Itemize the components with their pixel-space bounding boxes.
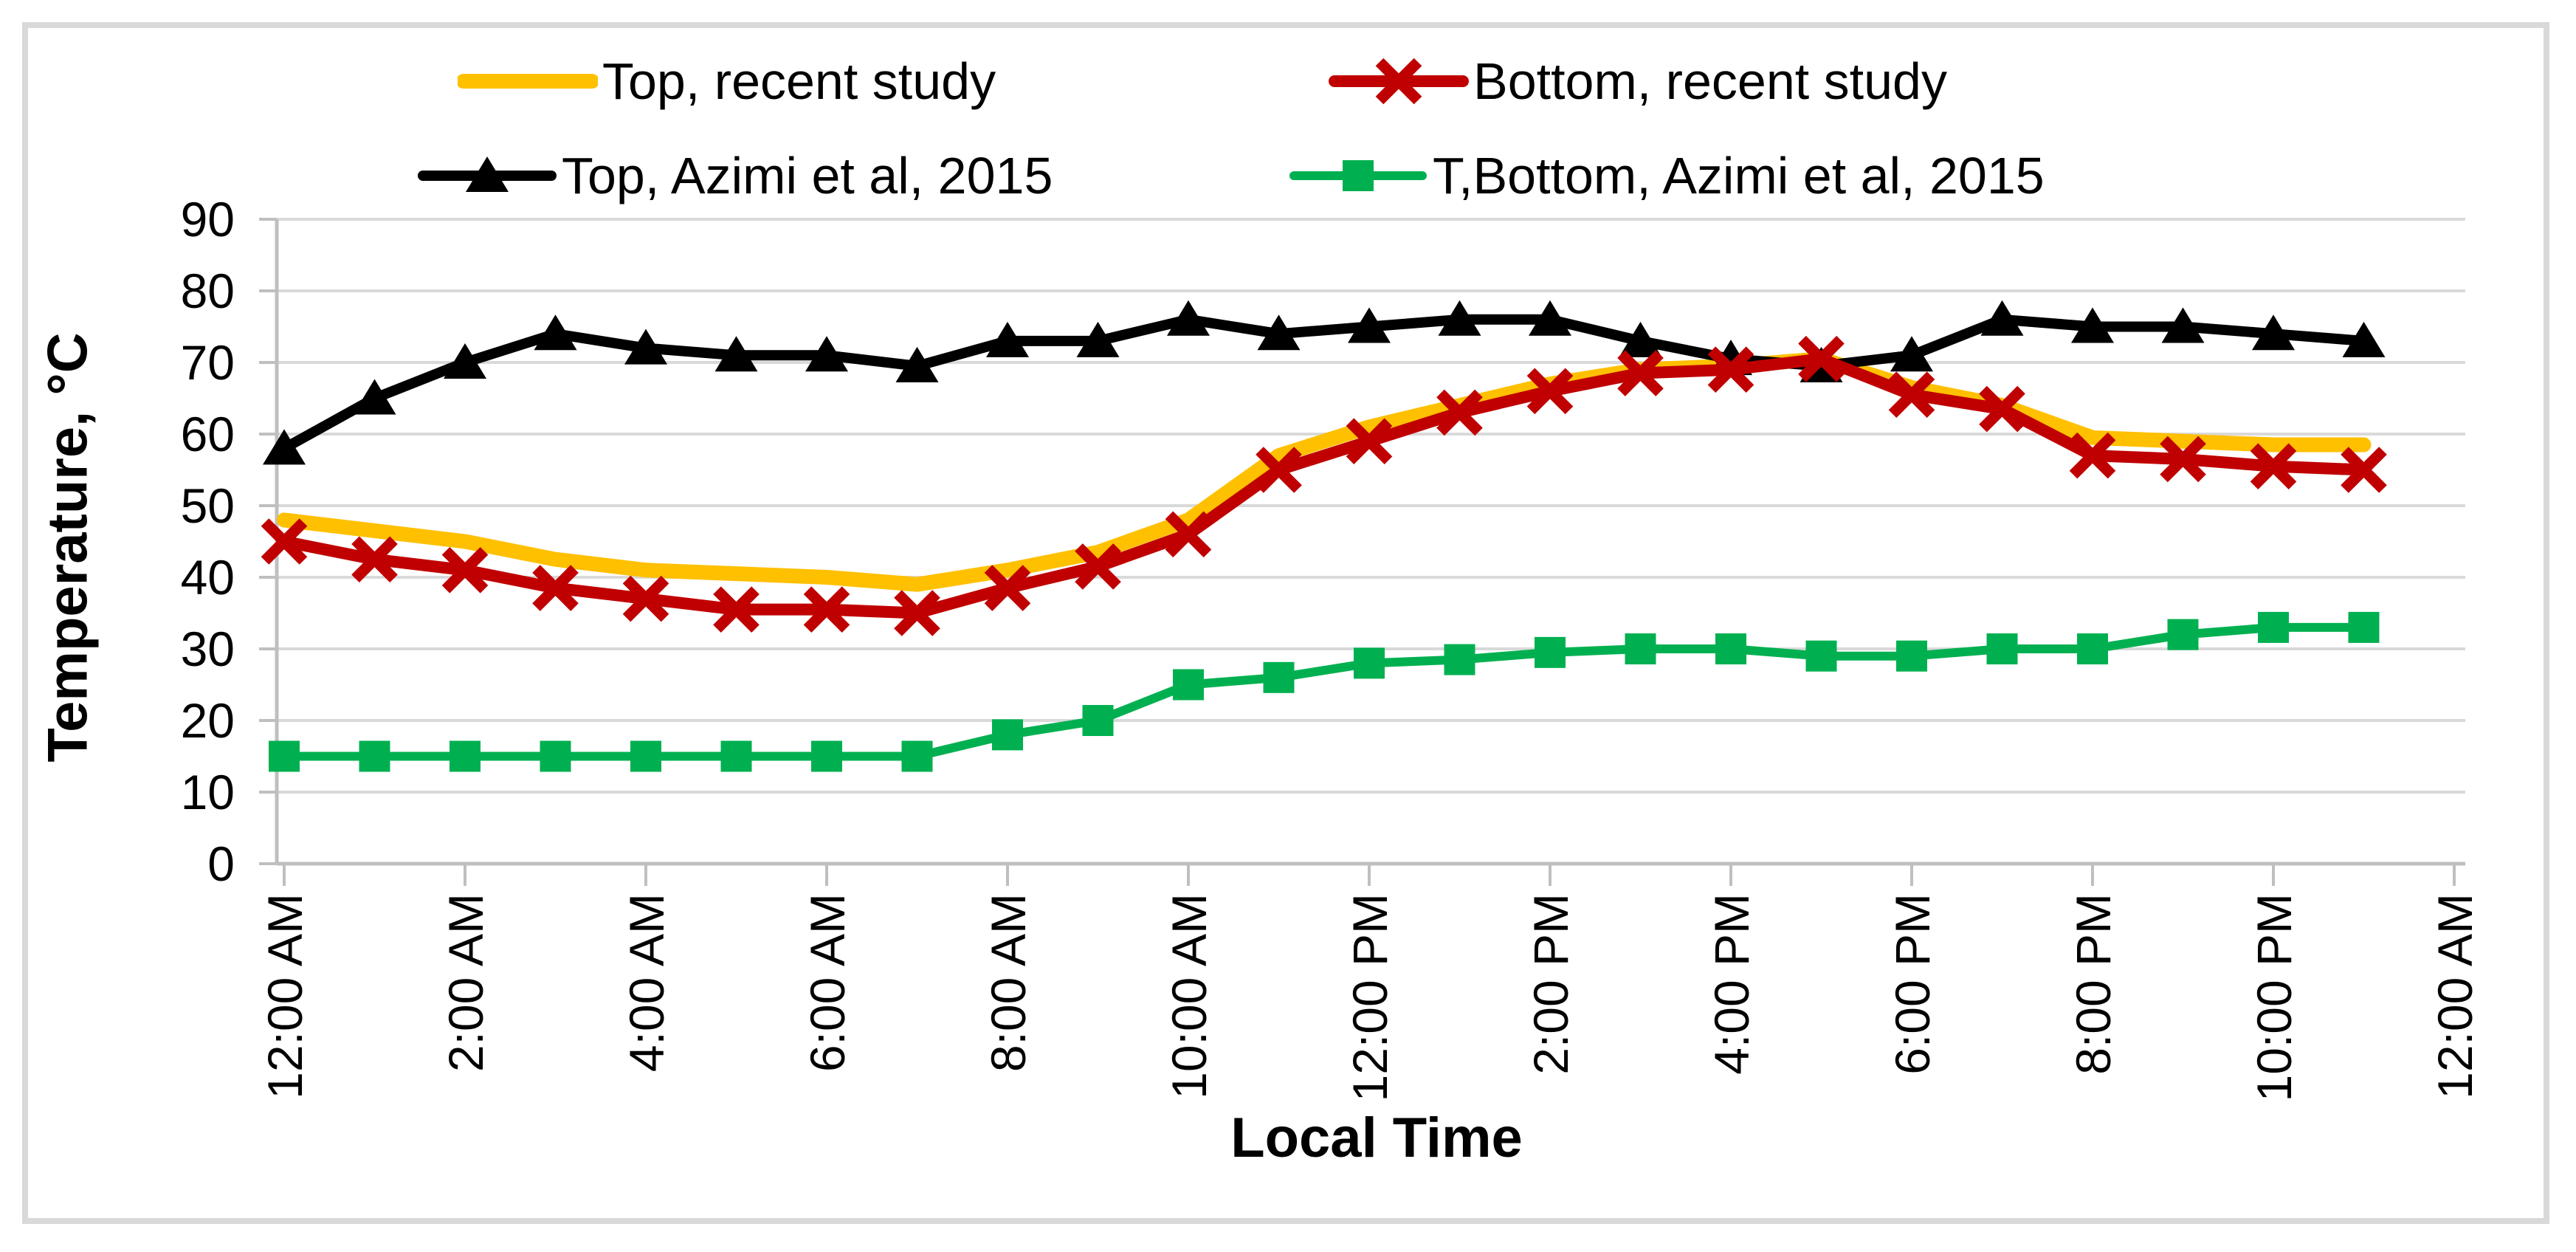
legend-label: Bottom, recent study <box>1473 52 1947 110</box>
svg-text:4:00 PM: 4:00 PM <box>1704 893 1759 1075</box>
legend-marker-triangle-icon <box>418 156 557 192</box>
svg-text:40: 40 <box>181 550 235 605</box>
svg-text:10:00 AM: 10:00 AM <box>1162 893 1216 1099</box>
svg-text:12:00 PM: 12:00 PM <box>1343 893 1397 1102</box>
series-0 <box>277 351 2372 592</box>
svg-text:30: 30 <box>181 622 235 676</box>
svg-text:2:00 AM: 2:00 AM <box>438 893 493 1072</box>
legend-row: Top, recent study Bottom, recent study <box>458 46 2200 117</box>
svg-text:0: 0 <box>207 836 235 891</box>
legend-marker-none-icon <box>458 74 598 89</box>
svg-text:12:00 AM: 12:00 AM <box>258 893 312 1099</box>
svg-text:10: 10 <box>181 765 235 819</box>
svg-text:80: 80 <box>181 264 235 318</box>
y-gridlines <box>277 218 2465 794</box>
svg-text:12:00 AM: 12:00 AM <box>2428 893 2482 1099</box>
legend-item: Bottom, recent study <box>1329 46 2200 117</box>
svg-text:8:00 PM: 8:00 PM <box>2066 893 2121 1075</box>
x-axis <box>277 861 2465 886</box>
legend-label: Top, recent study <box>602 52 996 110</box>
svg-text:90: 90 <box>181 192 235 247</box>
svg-text:6:00 AM: 6:00 AM <box>800 893 855 1072</box>
svg-text:2:00 PM: 2:00 PM <box>1523 893 1578 1075</box>
legend-item: Top, recent study <box>458 46 1329 117</box>
x-axis-title: Local Time <box>1230 1107 1523 1169</box>
series-3 <box>269 611 2380 772</box>
svg-text:4:00 AM: 4:00 AM <box>619 893 674 1072</box>
svg-text:8:00 AM: 8:00 AM <box>981 893 1036 1072</box>
legend-label: Top, Azimi et al, 2015 <box>562 147 1053 204</box>
chart-border <box>22 22 2549 1224</box>
svg-text:6:00 PM: 6:00 PM <box>1885 893 1940 1075</box>
svg-text:10:00 PM: 10:00 PM <box>2247 893 2301 1102</box>
svg-text:70: 70 <box>181 335 235 390</box>
legend-item: T,Bottom, Azimi et al, 2015 <box>1288 140 2159 211</box>
legend-marker-square-icon <box>1289 160 1427 191</box>
svg-text:20: 20 <box>181 693 235 748</box>
series-2 <box>263 300 2386 465</box>
y-tick-labels: 0 10 20 30 40 50 60 70 80 90 <box>181 192 235 891</box>
legend-item: Top, Azimi et al, 2015 <box>417 140 1288 211</box>
x-tick-labels: 12:00 AM 2:00 AM 4:00 AM 6:00 AM 8:00 AM 10:0… <box>258 893 2482 1102</box>
series-1 <box>261 335 2387 636</box>
svg-text:50: 50 <box>181 478 235 533</box>
y-axis-title: Temperature, °C <box>36 332 100 763</box>
svg-text:60: 60 <box>181 407 235 461</box>
legend-label: T,Bottom, Azimi et al, 2015 <box>1433 147 2045 204</box>
legend-row: Top, Azimi et al, 2015 T,Bottom, Azimi et… <box>417 140 2159 211</box>
legend-marker-x-icon <box>1329 58 1469 105</box>
